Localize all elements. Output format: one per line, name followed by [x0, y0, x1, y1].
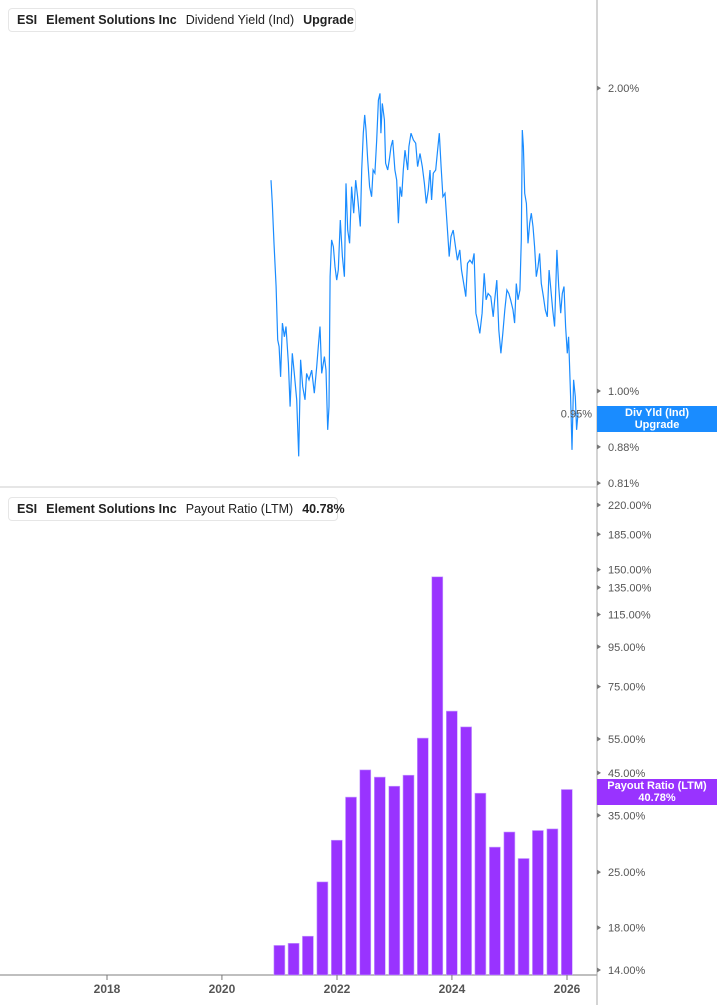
- y-tick-label: 25.00%: [608, 867, 646, 879]
- legend-ticker: ESI: [17, 502, 38, 516]
- payout-bar: [474, 792, 487, 976]
- y-tick-label: 115.00%: [608, 610, 651, 622]
- y-tick-mark: [597, 812, 601, 818]
- y-tick-mark: [597, 869, 601, 875]
- payout-bar: [489, 846, 501, 976]
- legend-value: 40.78%: [302, 502, 345, 516]
- legend-metric: Dividend Yield (Ind): [185, 13, 295, 27]
- payout-bar: [373, 776, 386, 976]
- y-tick-label: 220.00%: [608, 500, 652, 512]
- y-tick-label: 185.00%: [608, 529, 652, 541]
- y-tick-mark: [597, 644, 601, 650]
- y-tick-label: 55.00%: [608, 734, 646, 746]
- y-tick-mark: [597, 388, 601, 394]
- yield-current-tag: Div Yld (Ind) Upgrade: [597, 406, 717, 432]
- payout-bar: [546, 828, 559, 976]
- payout-bar: [517, 858, 530, 976]
- payout-bar: [416, 737, 429, 976]
- payout-bar: [330, 839, 343, 976]
- y-tick-label: 0.88%: [608, 442, 639, 454]
- legend-company: Element Solutions Inc: [46, 502, 177, 516]
- payout-bar: [445, 710, 458, 976]
- payout-legend[interactable]: ESI Element Solutions Inc Payout Ratio (…: [8, 497, 345, 521]
- y-tick-mark: [597, 85, 601, 91]
- x-tick-label: 2018: [94, 982, 121, 996]
- y-tick-mark: [597, 612, 601, 618]
- payout-bar: [560, 789, 573, 976]
- y-tick-mark: [597, 925, 601, 931]
- y-tick-label: 14.00%: [608, 965, 646, 977]
- y-tick-mark: [597, 444, 601, 450]
- y-tick-label: 45.00%: [608, 768, 646, 780]
- payout-bar: [532, 830, 544, 976]
- y-tick-label: 1.00%: [608, 386, 639, 398]
- payout-bar: [359, 769, 372, 976]
- y-tick-mark: [597, 531, 601, 537]
- y-tick-mark: [597, 967, 601, 973]
- y-tick-label: 35.00%: [608, 810, 646, 822]
- y-tick-mark: [597, 502, 601, 508]
- y-tick-label: 135.00%: [608, 582, 652, 594]
- y-tick-label: 18.00%: [608, 923, 646, 935]
- payout-bar: [287, 942, 300, 976]
- legend-metric: Payout Ratio (LTM): [185, 502, 294, 516]
- payout-bar: [345, 796, 357, 976]
- tag-line1: Payout Ratio (LTM): [607, 780, 707, 792]
- y-tick-mark: [597, 770, 601, 776]
- payout-bar: [503, 831, 516, 976]
- y-tick-label: 0.81%: [608, 478, 639, 490]
- payout-bar: [273, 945, 286, 976]
- tag-line1: Div Yld (Ind): [625, 407, 689, 419]
- payout-bar: [302, 935, 314, 976]
- yield-legend[interactable]: ESI Element Solutions Inc Dividend Yield…: [8, 8, 356, 32]
- x-tick-label: 2026: [554, 982, 581, 996]
- y-tick-label: 0.95%: [561, 408, 592, 420]
- payout-bar: [402, 774, 415, 976]
- x-tick-label: 2022: [324, 982, 351, 996]
- payout-bar: [431, 576, 444, 976]
- legend-ticker: ESI: [17, 13, 38, 27]
- y-tick-label: 75.00%: [608, 682, 646, 694]
- y-tick-label: 150.00%: [608, 565, 652, 577]
- payout-bar: [460, 726, 472, 976]
- y-tick-label: 95.00%: [608, 642, 646, 654]
- x-tick-label: 2024: [439, 982, 466, 996]
- y-tick-mark: [597, 480, 601, 486]
- y-tick-mark: [597, 736, 601, 742]
- dividend-yield-line: [270, 93, 579, 457]
- y-tick-mark: [597, 567, 601, 573]
- tag-line2: Upgrade: [634, 419, 680, 431]
- y-tick-mark: [597, 684, 601, 690]
- payout-bar: [388, 785, 401, 976]
- y-tick-label: 2.00%: [608, 83, 639, 95]
- payout-bar: [316, 881, 329, 976]
- x-tick-label: 2020: [209, 982, 236, 996]
- upgrade-link[interactable]: Upgrade: [303, 13, 354, 27]
- legend-company: Element Solutions Inc: [46, 13, 177, 27]
- tag-line2: 40.78%: [638, 792, 676, 804]
- payout-current-tag: Payout Ratio (LTM) 40.78%: [597, 779, 717, 805]
- y-tick-mark: [597, 584, 601, 590]
